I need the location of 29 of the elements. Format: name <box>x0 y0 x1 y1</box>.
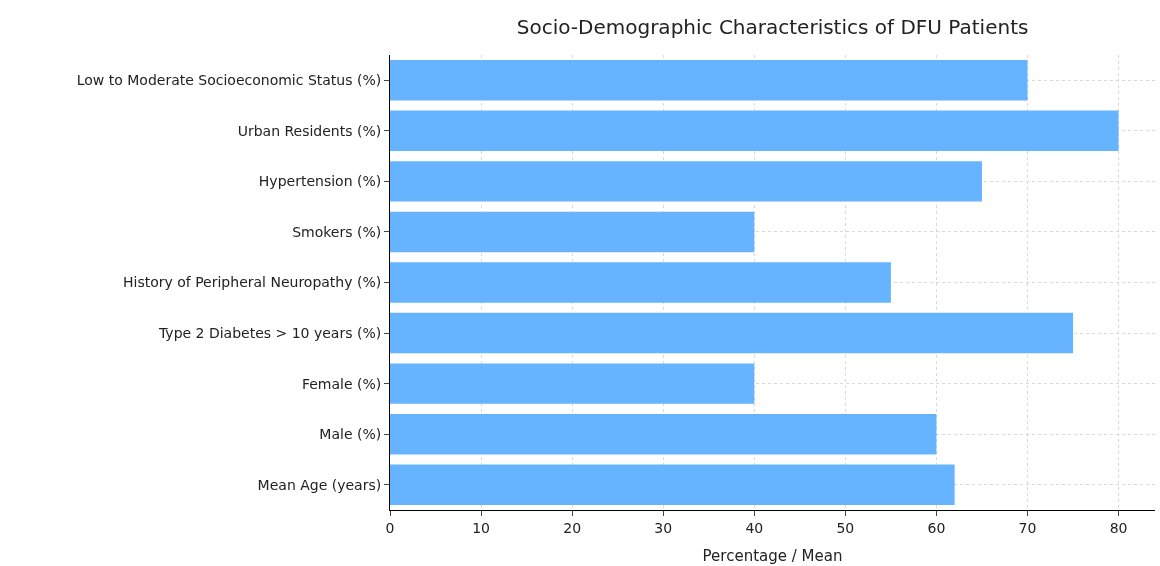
bar <box>390 464 955 505</box>
bar <box>390 312 1074 354</box>
y-tick-label: Low to Moderate Socioeconomic Status (%) <box>76 72 382 89</box>
x-tick-label: 70 <box>1018 519 1037 536</box>
x-tick-label: 0 <box>385 519 395 536</box>
chart-title: Socio-Demographic Characteristics of DFU Patients <box>516 14 1029 39</box>
y-tick-label: Female (%) <box>301 375 382 392</box>
bar <box>390 161 982 202</box>
x-tick-label: 80 <box>1109 519 1128 536</box>
x-tick-label: 10 <box>472 519 490 536</box>
bar <box>390 413 937 455</box>
x-tick-label: 60 <box>927 519 946 536</box>
y-tick-label: History of Peripheral Neuropathy (%) <box>122 274 382 291</box>
y-tick-label: Male (%) <box>319 426 382 443</box>
bar <box>390 262 891 303</box>
bar <box>390 211 755 253</box>
x-tick-label: 30 <box>654 519 673 536</box>
y-tick-label: Mean Age (years) <box>257 476 382 493</box>
bar <box>390 363 755 404</box>
x-tick-label: 50 <box>836 519 855 536</box>
y-tick-label: Smokers (%) <box>292 223 382 240</box>
x-tick-label: 40 <box>745 519 764 536</box>
y-tick-label: Hypertension (%) <box>258 173 382 190</box>
bar <box>390 60 1028 101</box>
x-axis-title: Percentage / Mean <box>702 546 843 565</box>
y-tick-label: Urban Residents (%) <box>237 122 382 139</box>
bar <box>390 110 1119 152</box>
x-tick-label: 20 <box>563 519 582 536</box>
y-tick-label: Type 2 Diabetes > 10 years (%) <box>157 324 382 341</box>
